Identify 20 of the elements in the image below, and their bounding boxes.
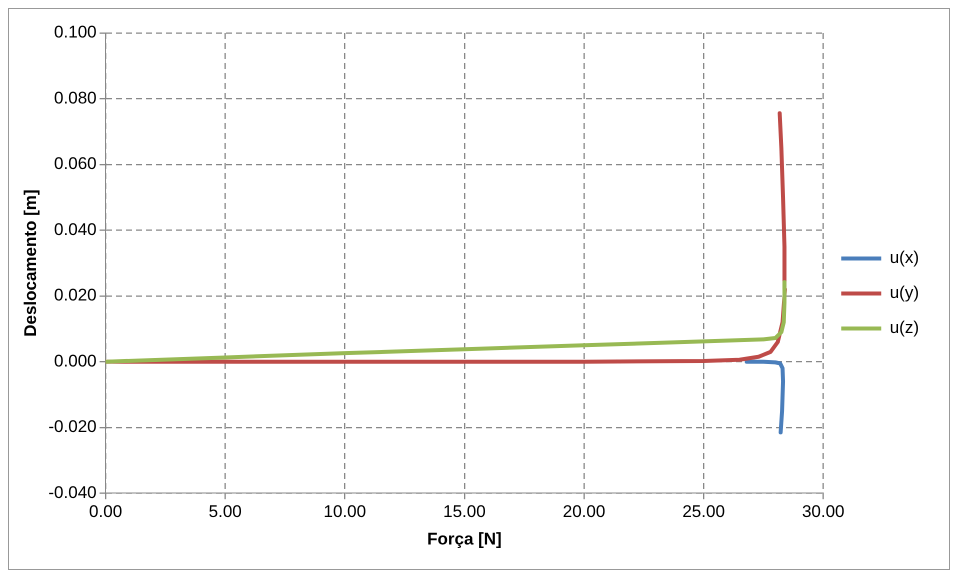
y-tick-label: -0.040 bbox=[48, 482, 97, 502]
y-tick-label: 0.080 bbox=[54, 88, 97, 108]
x-tick-label: 15.00 bbox=[443, 502, 486, 522]
x-tick-label: 0.00 bbox=[89, 502, 122, 522]
y-tick-label: 0.040 bbox=[54, 220, 97, 239]
y-tick-label: 0.060 bbox=[54, 154, 97, 174]
legend-label: u(x) bbox=[890, 248, 920, 268]
x-tick-label: 30.00 bbox=[802, 502, 844, 522]
x-axis-title: Força [N] bbox=[427, 529, 502, 548]
legend-label: u(z) bbox=[890, 318, 920, 338]
y-tick-label: 0.020 bbox=[54, 286, 97, 305]
y-tick-label: -0.020 bbox=[48, 417, 97, 436]
y-tick-label: 0.000 bbox=[54, 351, 97, 370]
x-tick-label: 20.00 bbox=[562, 502, 606, 522]
x-tick-label: 25.00 bbox=[682, 502, 725, 522]
legend-label: u(y) bbox=[890, 283, 920, 302]
x-tick-label: 5.00 bbox=[208, 502, 242, 522]
x-tick-label: 10.00 bbox=[324, 502, 366, 522]
y-axis-title: Deslocamento [m] bbox=[20, 189, 40, 337]
y-tick-label: 0.100 bbox=[54, 22, 97, 42]
